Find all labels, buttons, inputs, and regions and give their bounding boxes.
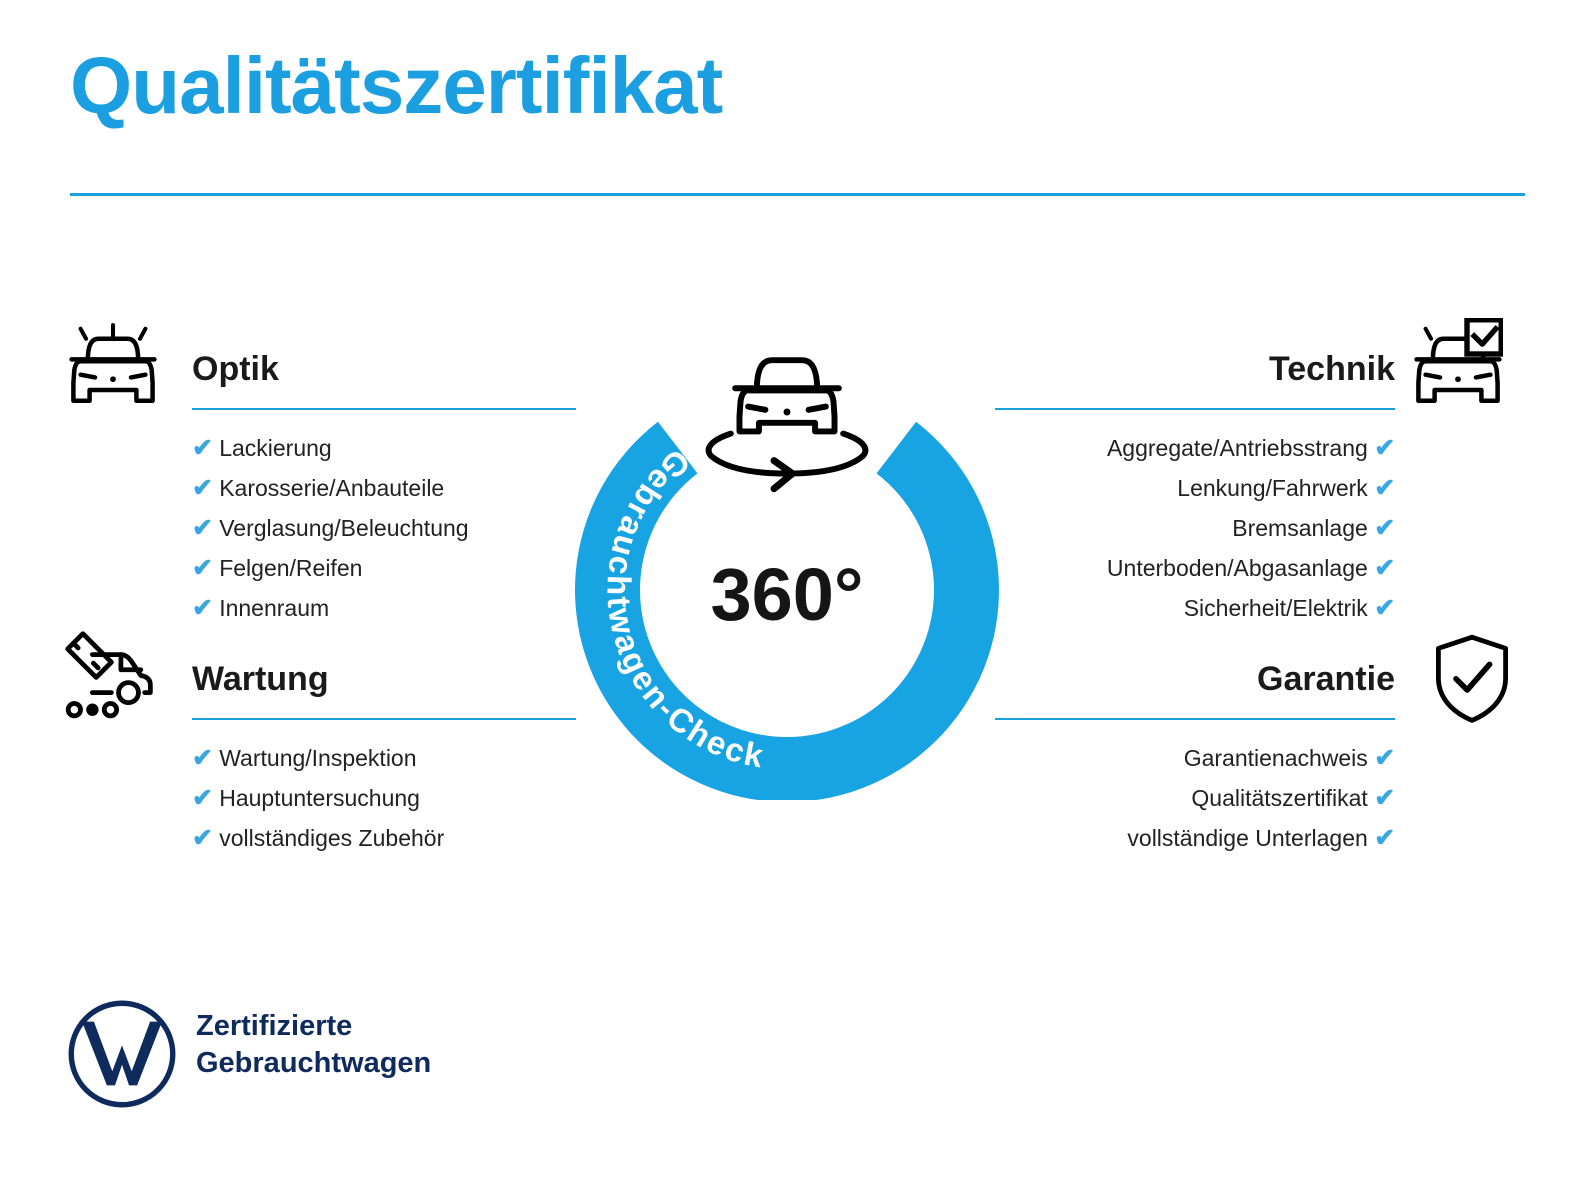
svg-text:360°: 360° bbox=[710, 553, 863, 636]
